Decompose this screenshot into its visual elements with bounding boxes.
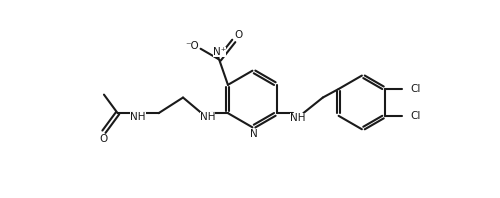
Text: N⁺: N⁺ xyxy=(212,47,226,57)
Text: N: N xyxy=(250,129,258,139)
Text: Cl: Cl xyxy=(410,84,421,94)
Text: O: O xyxy=(100,133,108,144)
Text: NH: NH xyxy=(290,113,305,123)
Text: Cl: Cl xyxy=(410,111,421,121)
Text: NH: NH xyxy=(130,112,146,122)
Text: O: O xyxy=(234,30,243,40)
Text: ⁻O: ⁻O xyxy=(185,41,198,51)
Text: NH: NH xyxy=(200,112,215,122)
